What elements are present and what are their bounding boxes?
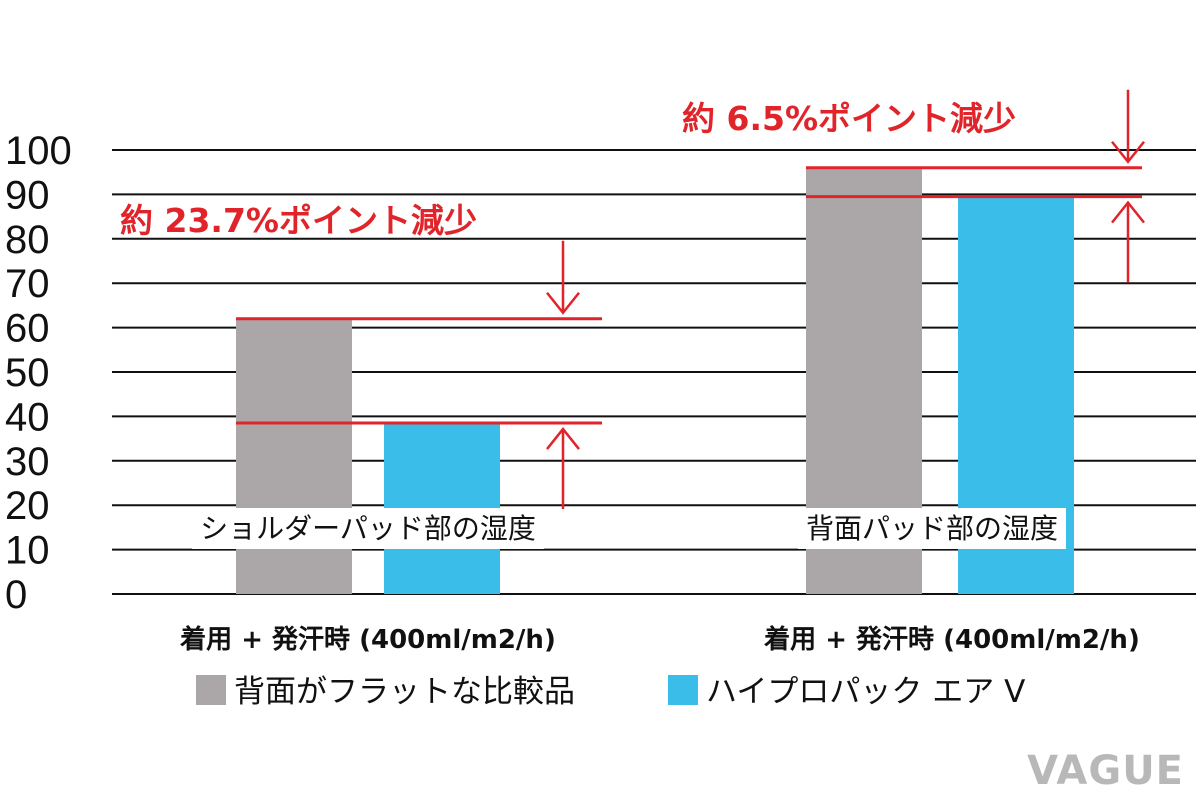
y-tick-30: 30 bbox=[5, 440, 50, 484]
arrow-down-head-1 bbox=[546, 291, 580, 315]
bar-comparison-1 bbox=[236, 318, 352, 594]
x-label-1: 着用 + 発汗時 (400ml/m2/h) bbox=[179, 624, 556, 655]
group-label-text-1: ショルダーパッド部の湿度 bbox=[200, 512, 536, 545]
y-tick-10: 10 bbox=[5, 529, 50, 573]
group-label-bg-1 bbox=[192, 508, 544, 549]
group-label-text-2: 背面パッド部の湿度 bbox=[806, 512, 1058, 545]
group-label-1: ショルダーパッド部の湿度 bbox=[192, 508, 544, 549]
arrow-down-head-2 bbox=[1111, 140, 1145, 164]
y-tick-70: 70 bbox=[5, 262, 50, 306]
y-tick-100: 100 bbox=[5, 129, 72, 173]
legend-label-2: ハイプロパック エア V bbox=[706, 674, 1025, 710]
arrow-up-head-2 bbox=[1111, 200, 1145, 224]
y-tick-90: 90 bbox=[5, 173, 50, 217]
legend-label-1: 背面がフラットな比較品 bbox=[234, 674, 575, 710]
y-tick-60: 60 bbox=[5, 307, 50, 351]
x-labels: 着用 + 発汗時 (400ml/m2/h) 着用 + 発汗時 (400ml/m2/… bbox=[179, 624, 1140, 655]
annotations: 約 23.7%ポイント減少 約 6.5%ポイント減少 bbox=[120, 89, 1145, 510]
group-label-2: 背面パッド部の湿度 bbox=[797, 508, 1067, 549]
annotation-text-1: 約 23.7%ポイント減少 bbox=[120, 201, 477, 240]
legend: 背面がフラットな比較品 ハイプロパック エア V bbox=[196, 674, 1025, 710]
arrow-up-head-1 bbox=[546, 427, 580, 450]
y-tick-20: 20 bbox=[5, 484, 50, 528]
legend-swatch-1 bbox=[196, 675, 226, 705]
x-label-2: 着用 + 発汗時 (400ml/m2/h) bbox=[763, 624, 1140, 655]
y-tick-50: 50 bbox=[5, 351, 50, 395]
legend-swatch-2 bbox=[668, 675, 698, 705]
y-tick-0: 0 bbox=[5, 573, 27, 617]
group-labels: ショルダーパッド部の湿度 背面パッド部の湿度 bbox=[192, 508, 1067, 549]
group-label-bg-2 bbox=[797, 508, 1067, 549]
annotation-text-2: 約 6.5%ポイント減少 bbox=[682, 99, 1016, 138]
y-tick-40: 40 bbox=[5, 395, 50, 439]
watermark: VAGUE bbox=[1027, 748, 1184, 794]
y-tick-80: 80 bbox=[5, 218, 50, 262]
